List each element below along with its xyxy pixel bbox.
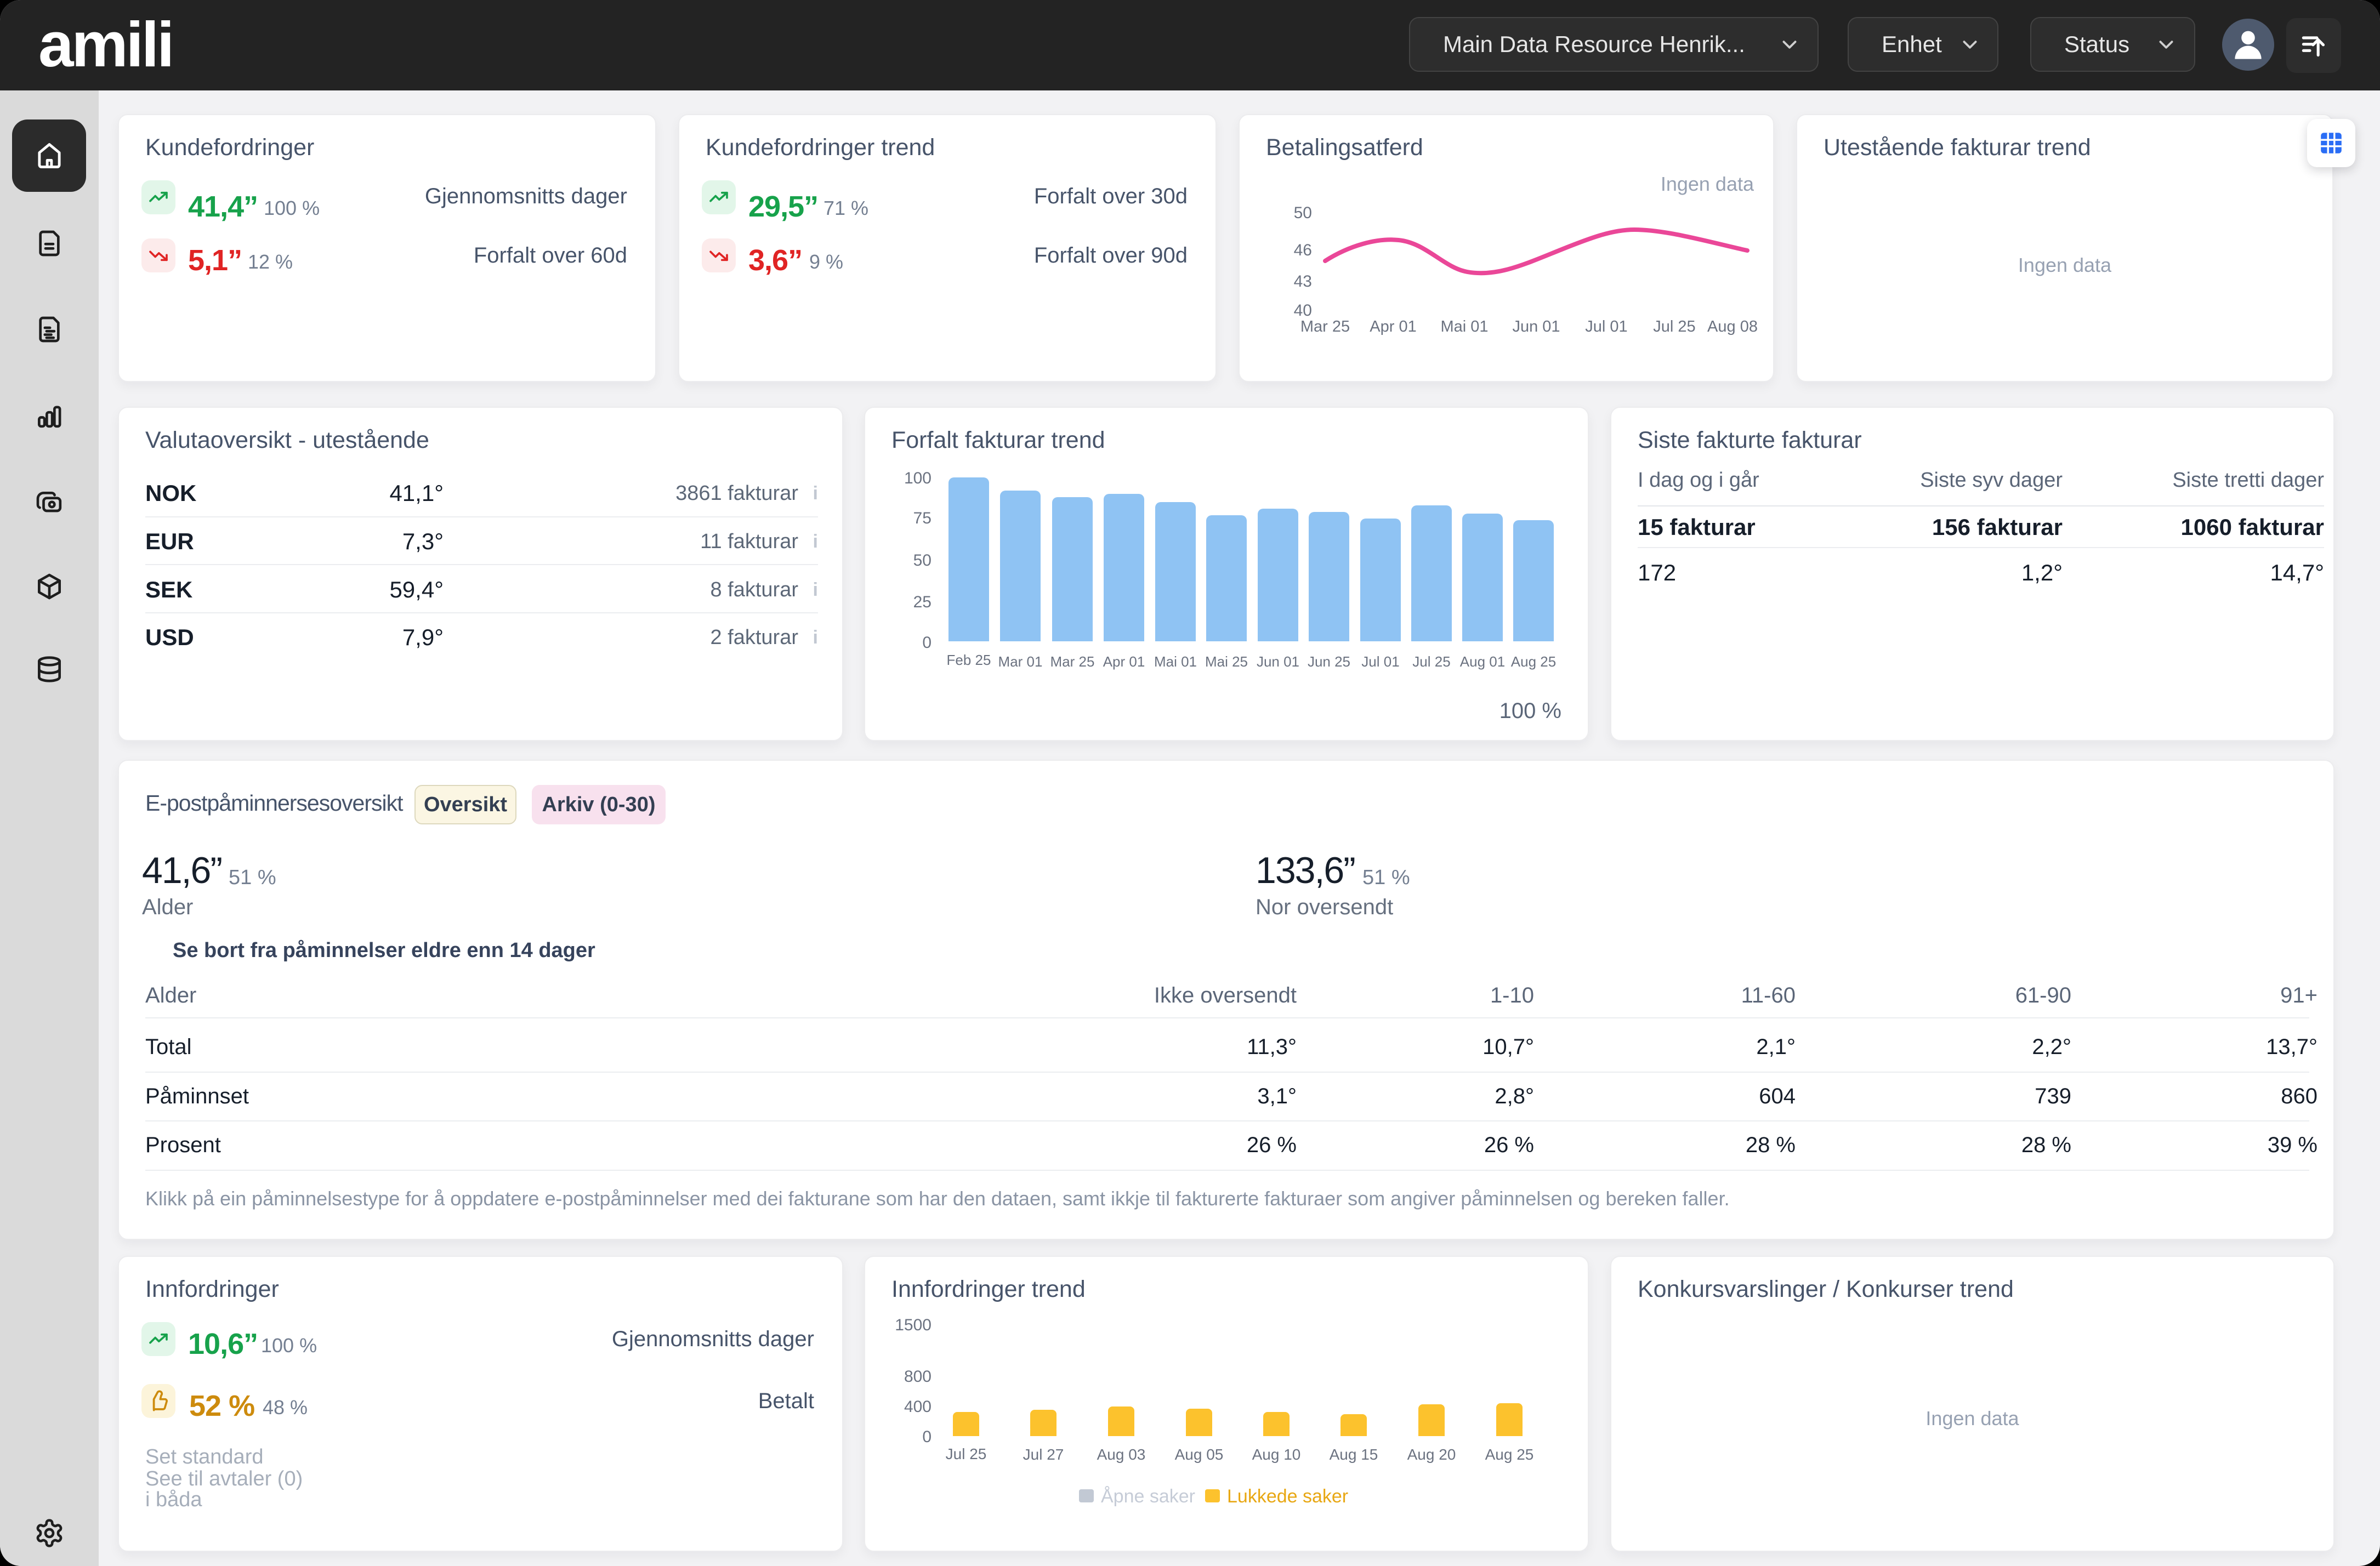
- svg-text:25: 25: [913, 593, 931, 611]
- svg-text:Mar 01: Mar 01: [998, 653, 1043, 670]
- svg-text:Apr 01: Apr 01: [1103, 653, 1145, 670]
- svg-text:40: 40: [1294, 301, 1312, 320]
- svg-text:Mai 01: Mai 01: [1154, 653, 1197, 670]
- svg-text:Jul 25: Jul 25: [1653, 318, 1695, 335]
- svg-text:Jun 01: Jun 01: [1257, 653, 1299, 670]
- svg-text:Jul 25: Jul 25: [1412, 653, 1450, 670]
- svg-text:Mai 25: Mai 25: [1205, 653, 1248, 670]
- svg-text:400: 400: [904, 1398, 931, 1416]
- svg-text:Jul 27: Jul 27: [1023, 1446, 1064, 1463]
- svg-text:0: 0: [922, 634, 931, 652]
- svg-text:Mar 25: Mar 25: [1050, 653, 1095, 670]
- svg-text:75: 75: [913, 509, 931, 527]
- svg-text:Aug 25: Aug 25: [1485, 1446, 1534, 1463]
- svg-text:Aug 10: Aug 10: [1252, 1446, 1301, 1463]
- svg-text:43: 43: [1294, 272, 1312, 291]
- svg-text:Åpne saker: Åpne saker: [1101, 1486, 1195, 1507]
- svg-text:Lukkede saker: Lukkede saker: [1227, 1486, 1348, 1507]
- svg-text:100: 100: [904, 469, 931, 487]
- svg-text:Mar 25: Mar 25: [1300, 318, 1350, 335]
- svg-text:Jun 25: Jun 25: [1308, 653, 1350, 670]
- svg-text:Aug 01: Aug 01: [1460, 653, 1505, 670]
- svg-text:Aug 25: Aug 25: [1511, 653, 1556, 670]
- svg-text:800: 800: [904, 1368, 931, 1386]
- svg-text:50: 50: [1294, 204, 1312, 222]
- svg-text:Aug 20: Aug 20: [1407, 1446, 1456, 1463]
- svg-text:Jun 01: Jun 01: [1512, 318, 1560, 335]
- svg-text:Jul 01: Jul 01: [1585, 318, 1627, 335]
- svg-text:Jul 25: Jul 25: [946, 1445, 987, 1462]
- svg-text:50: 50: [913, 551, 931, 570]
- svg-text:Mai 01: Mai 01: [1440, 318, 1488, 335]
- svg-text:Feb 25: Feb 25: [947, 652, 991, 668]
- svg-text:Apr 01: Apr 01: [1370, 318, 1416, 335]
- svg-text:Aug 03: Aug 03: [1097, 1446, 1146, 1463]
- svg-text:Aug 05: Aug 05: [1175, 1446, 1224, 1463]
- svg-text:46: 46: [1294, 241, 1312, 259]
- svg-text:Jul 01: Jul 01: [1361, 653, 1399, 670]
- svg-text:0: 0: [922, 1428, 931, 1446]
- svg-text:Aug 08: Aug 08: [1707, 318, 1758, 335]
- svg-text:1500: 1500: [895, 1316, 931, 1334]
- svg-text:Aug 15: Aug 15: [1330, 1446, 1378, 1463]
